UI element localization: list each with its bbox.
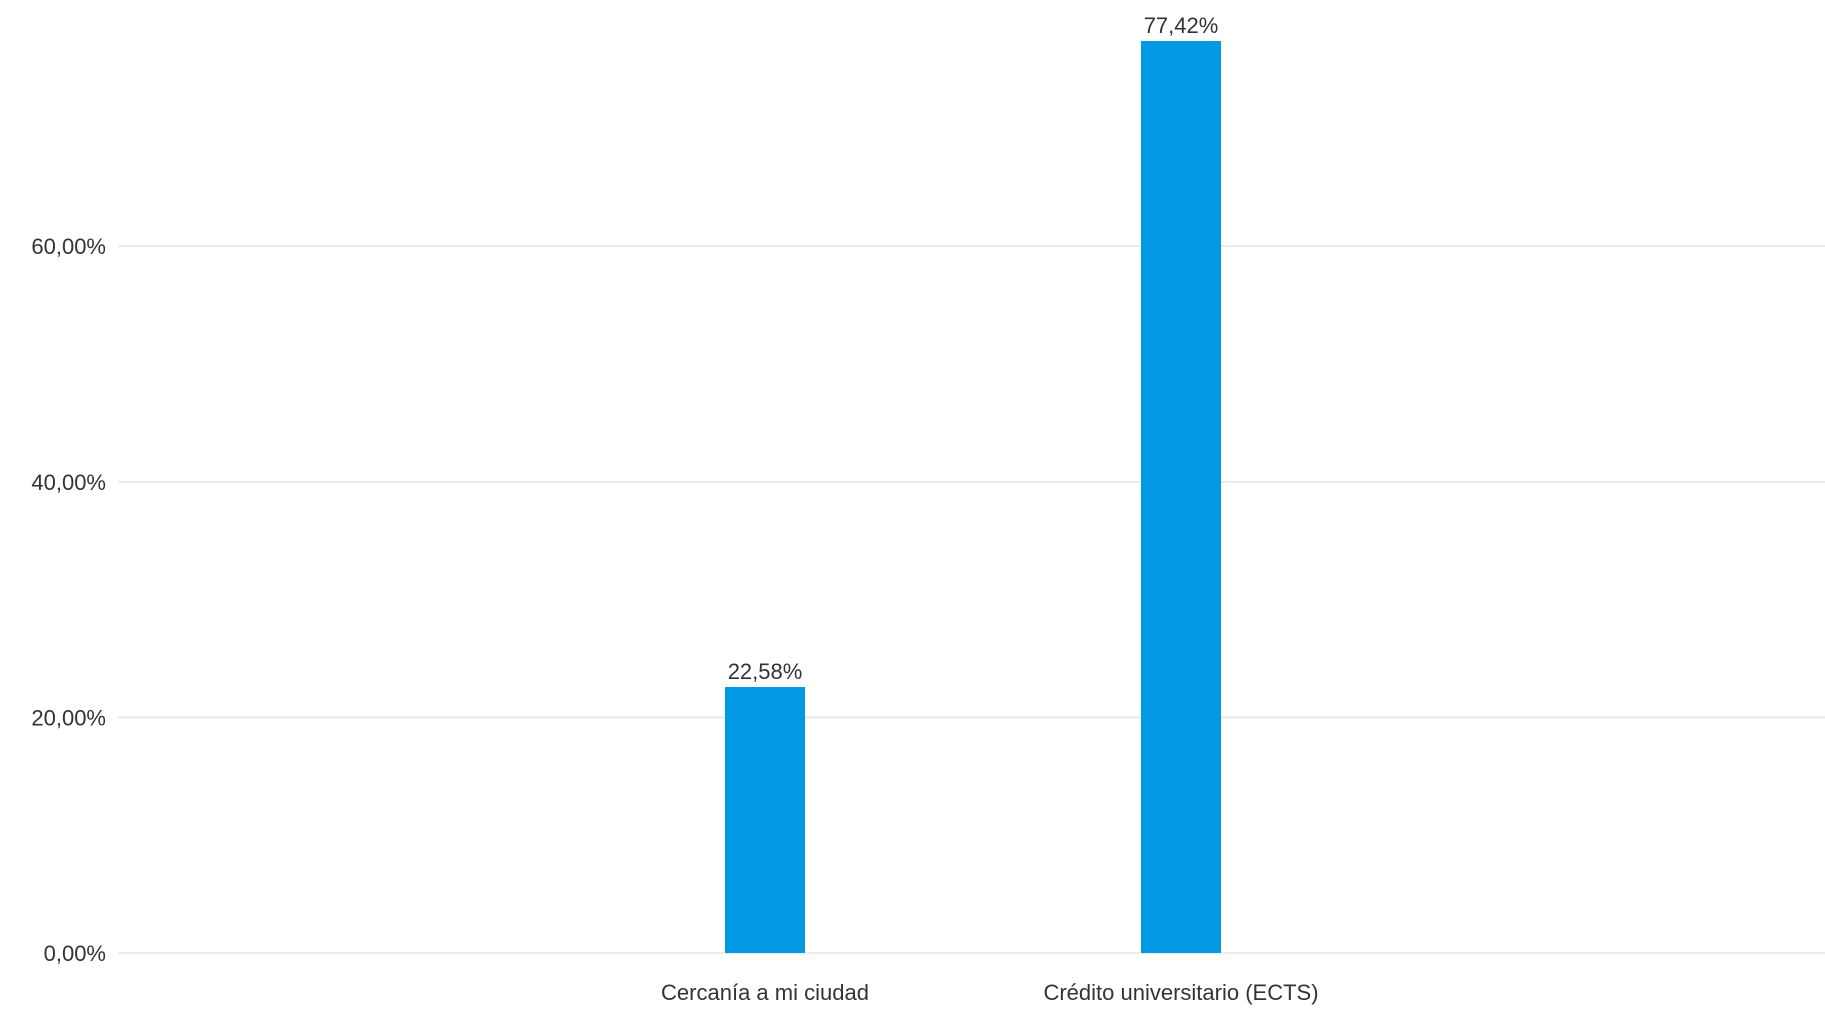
x-tick-label: Crédito universitario (ECTS) bbox=[1043, 980, 1318, 1005]
y-tick-label: 40,00% bbox=[31, 470, 106, 495]
x-tick-label: Cercanía a mi ciudad bbox=[661, 980, 869, 1005]
y-tick-label: 60,00% bbox=[31, 234, 106, 259]
bar-1 bbox=[1141, 40, 1221, 953]
data-labels: 22,58% 77,42% bbox=[728, 13, 1219, 684]
gridlines bbox=[118, 245, 1825, 954]
bar-0 bbox=[725, 687, 805, 953]
y-tick-label: 0,00% bbox=[44, 941, 106, 966]
y-axis-ticks: 0,00% 20,00% 40,00% 60,00% bbox=[31, 234, 106, 966]
data-label: 77,42% bbox=[1144, 13, 1219, 38]
data-label: 22,58% bbox=[728, 659, 803, 684]
y-tick-label: 20,00% bbox=[31, 705, 106, 730]
x-axis-ticks: Cercanía a mi ciudad Crédito universitari… bbox=[661, 980, 1318, 1005]
bars bbox=[725, 40, 1221, 953]
